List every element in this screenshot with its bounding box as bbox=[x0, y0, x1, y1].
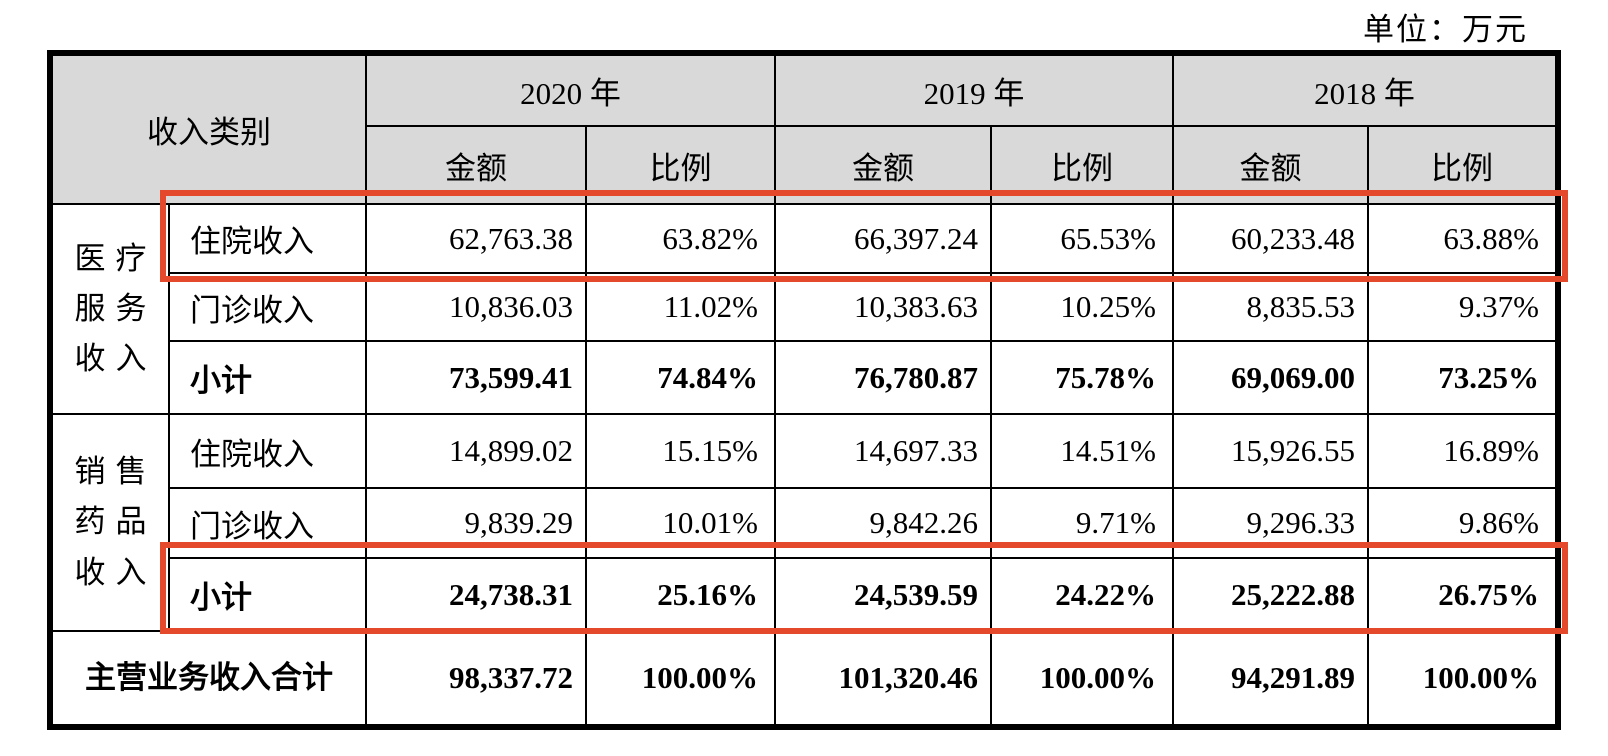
header-cell-amount-2018: 金额 bbox=[1172, 125, 1369, 205]
table-row-drug-outpatient: 门诊收入 9,839.29 10.01% 9,842.26 9.71% 9,29… bbox=[50, 487, 1559, 559]
ratio-2019: 65.53% bbox=[990, 203, 1174, 274]
amount-2018: 60,233.48 bbox=[1172, 203, 1369, 274]
ratio-2018: 9.37% bbox=[1367, 272, 1559, 342]
header-cell-year-2020: 2020 年 bbox=[365, 52, 776, 127]
table-row-medical-subtotal: 小计 73,599.41 74.84% 76,780.87 75.78% 69,… bbox=[50, 340, 1559, 415]
unit-label: 单位：万元 bbox=[1363, 12, 1528, 47]
amount-2019: 66,397.24 bbox=[774, 203, 992, 274]
header-cell-ratio-2019: 比例 bbox=[990, 125, 1174, 205]
row-label: 小计 bbox=[168, 557, 367, 632]
table-row-drug-subtotal: 小计 24,738.31 25.16% 24,539.59 24.22% 25,… bbox=[50, 557, 1559, 632]
header-row-years: 收入类别 2020 年 2019 年 2018 年 bbox=[49, 52, 1559, 205]
ratio-2020: 11.02% bbox=[585, 272, 776, 342]
amount-2018: 15,926.55 bbox=[1172, 413, 1369, 489]
table-row-drug-inpatient: 销售 药品 收入 住院收入 14,899.02 15.15% 14,697.33… bbox=[49, 413, 1559, 632]
table-row-total: 主营业务收入合计 98,337.72 100.00% 101,320.46 10… bbox=[49, 630, 1559, 728]
ratio-2019: 14.51% bbox=[990, 413, 1174, 489]
ratio-2018: 16.89% bbox=[1367, 413, 1559, 489]
ratio-2018: 26.75% bbox=[1367, 557, 1559, 632]
amount-2019: 10,383.63 bbox=[774, 272, 992, 342]
ratio-2018: 9.86% bbox=[1367, 487, 1559, 559]
group-label-line: 药品 bbox=[74, 504, 157, 540]
ratio-2020: 25.16% bbox=[585, 557, 776, 632]
amount-2020: 24,738.31 bbox=[365, 557, 587, 632]
header-cell-ratio-2020: 比例 bbox=[585, 125, 776, 205]
group-label-line: 销售 bbox=[74, 454, 157, 490]
amount-2018: 94,291.89 bbox=[1172, 630, 1369, 728]
ratio-2019: 9.71% bbox=[990, 487, 1174, 559]
ratio-2020: 10.01% bbox=[585, 487, 776, 559]
ratio-2019: 10.25% bbox=[990, 272, 1174, 342]
ratio-2020: 74.84% bbox=[585, 340, 776, 415]
group-label-line: 收入 bbox=[74, 341, 157, 377]
group-label-line: 医疗 bbox=[74, 240, 157, 276]
amount-2019: 101,320.46 bbox=[774, 630, 992, 728]
amount-2020: 14,899.02 bbox=[365, 413, 587, 489]
amount-2020: 98,337.72 bbox=[365, 630, 587, 728]
ratio-2018: 73.25% bbox=[1367, 340, 1559, 415]
ratio-2019: 100.00% bbox=[990, 630, 1174, 728]
ratio-2020: 100.00% bbox=[585, 630, 776, 728]
total-row-label: 主营业务收入合计 bbox=[49, 630, 367, 728]
header-cell-ratio-2018: 比例 bbox=[1367, 125, 1559, 205]
table-row-medical-outpatient: 门诊收入 10,836.03 11.02% 10,383.63 10.25% 8… bbox=[50, 272, 1559, 342]
ratio-2019: 24.22% bbox=[990, 557, 1174, 632]
amount-2019: 76,780.87 bbox=[774, 340, 992, 415]
group-label-line: 收入 bbox=[74, 554, 157, 590]
table-row-medical-inpatient: 医疗 服务 收入 住院收入 62,763.38 63.82% 66,397.24… bbox=[49, 203, 1559, 415]
ratio-2018: 63.88% bbox=[1367, 203, 1559, 274]
ratio-2019: 75.78% bbox=[990, 340, 1174, 415]
amount-2018: 9,296.33 bbox=[1172, 487, 1369, 559]
header-cell-amount-2019: 金额 bbox=[774, 125, 992, 205]
amount-2018: 25,222.88 bbox=[1172, 557, 1369, 632]
row-label: 小计 bbox=[168, 340, 367, 415]
header-cell-year-2019: 2019 年 bbox=[774, 52, 1174, 127]
header-cell-category: 收入类别 bbox=[49, 52, 367, 205]
ratio-2020: 15.15% bbox=[585, 413, 776, 489]
group-label-drug-sales: 销售 药品 收入 bbox=[49, 413, 170, 632]
revenue-table: 收入类别 2020 年 2019 年 2018 年 金额 比例 金额 比例 金额… bbox=[47, 50, 1561, 730]
amount-2020: 62,763.38 bbox=[365, 203, 587, 274]
header-cell-year-2018: 2018 年 bbox=[1172, 52, 1559, 127]
row-label: 住院收入 bbox=[168, 413, 367, 489]
amount-2020: 73,599.41 bbox=[365, 340, 587, 415]
amount-2020: 10,836.03 bbox=[365, 272, 587, 342]
ratio-2020: 63.82% bbox=[585, 203, 776, 274]
amount-2020: 9,839.29 bbox=[365, 487, 587, 559]
amount-2018: 8,835.53 bbox=[1172, 272, 1369, 342]
ratio-2018: 100.00% bbox=[1367, 630, 1559, 728]
group-label-line: 服务 bbox=[74, 290, 157, 326]
group-label-medical-service: 医疗 服务 收入 bbox=[49, 203, 170, 415]
amount-2019: 24,539.59 bbox=[774, 557, 992, 632]
amount-2019: 14,697.33 bbox=[774, 413, 992, 489]
amount-2018: 69,069.00 bbox=[1172, 340, 1369, 415]
header-cell-amount-2020: 金额 bbox=[365, 125, 587, 205]
amount-2019: 9,842.26 bbox=[774, 487, 992, 559]
row-label: 住院收入 bbox=[168, 203, 367, 274]
row-label: 门诊收入 bbox=[168, 272, 367, 342]
row-label: 门诊收入 bbox=[168, 487, 367, 559]
